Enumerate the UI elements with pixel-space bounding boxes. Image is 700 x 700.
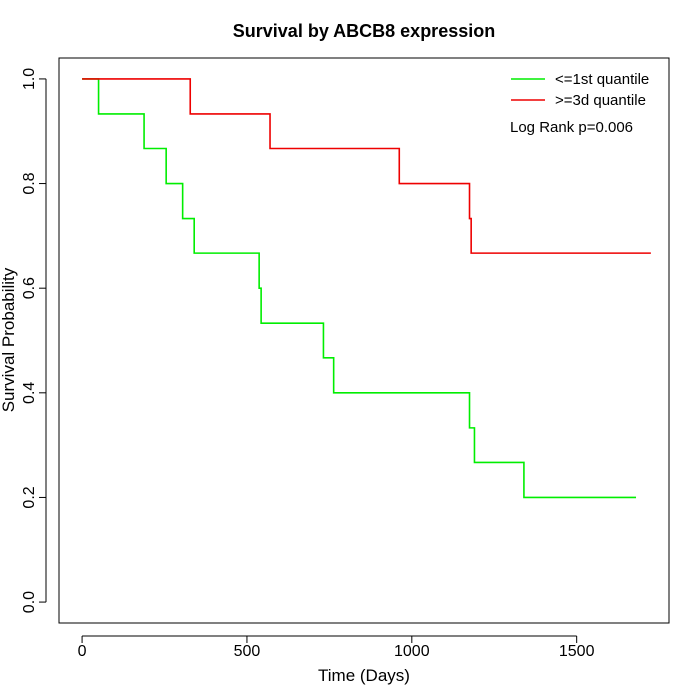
series-high-curve <box>82 78 651 254</box>
plot-frame <box>58 57 670 624</box>
legend: <=1st quantile >=3d quantile Log Rank p=… <box>510 71 649 136</box>
chart-title: Survival by ABCB8 expression <box>233 21 495 41</box>
legend-label-low: <=1st quantile <box>555 71 649 88</box>
y-axis-label: Survival Probability <box>0 267 18 412</box>
y-tick-label: 0.0 <box>21 591 38 613</box>
y-tick-label: 0.2 <box>21 486 38 508</box>
legend-label-high: >=3d quantile <box>555 92 646 109</box>
y-tick-label: 0.4 <box>21 382 38 404</box>
y-axis: 0.0 0.2 0.4 0.6 0.8 1.0 <box>21 68 47 613</box>
x-axis: 0 500 1000 1500 <box>78 635 595 660</box>
x-tick-label: 0 <box>78 643 87 660</box>
x-tick-label: 1500 <box>559 643 595 660</box>
y-tick-label: 1.0 <box>21 68 38 90</box>
y-tick-label: 0.6 <box>21 277 38 299</box>
series-low-curve <box>82 78 637 499</box>
log-rank-annotation: Log Rank p=0.006 <box>510 119 633 136</box>
x-tick-label: 500 <box>234 643 261 660</box>
series-layer <box>82 78 651 499</box>
x-tick-label: 1000 <box>394 643 430 660</box>
y-tick-label: 0.8 <box>21 172 38 194</box>
x-axis-label: Time (Days) <box>318 666 410 685</box>
